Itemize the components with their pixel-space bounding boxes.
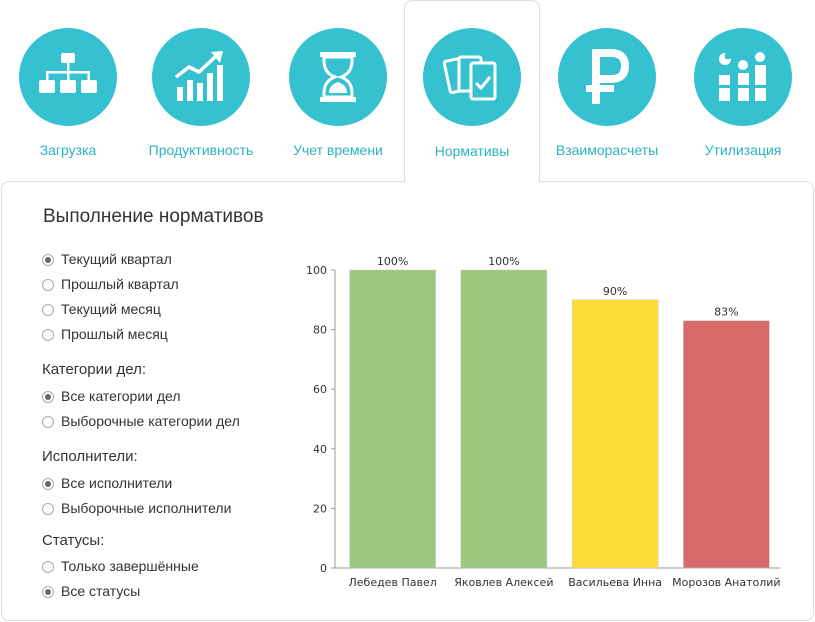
chart-svg: 0 20 40 60 80 100 100% Лебедев Павел 100% Яковлев… [306, 255, 781, 589]
tab-label: Загрузка [39, 142, 97, 158]
radio-button[interactable] [42, 329, 54, 341]
radio-current-month[interactable]: Текущий месяц [42, 301, 161, 317]
radio-button[interactable] [42, 561, 54, 573]
tab-load[interactable]: Загрузка [0, 0, 136, 180]
radio-completed-only[interactable]: Только завершённые [42, 558, 199, 574]
radio-all-categories[interactable]: Все категории дел [42, 388, 181, 404]
radio-label: Текущий месяц [61, 301, 161, 317]
x-category-label: Лебедев Павел [349, 576, 437, 589]
tab-icon-circle [19, 28, 117, 126]
y-tick-label: 100 [306, 264, 327, 277]
radio-label: Все категории дел [61, 388, 181, 404]
bar-value-label: 90% [603, 285, 627, 298]
tab-standards[interactable]: Нормативы [404, 0, 540, 182]
radio-current-quarter[interactable]: Текущий квартал [42, 251, 172, 267]
radio-previous-quarter[interactable]: Прошлый квартал [42, 276, 179, 292]
radio-button[interactable] [42, 586, 54, 598]
module-tabs: Загрузка Продуктивность У [0, 0, 815, 185]
tab-utilization[interactable]: Утилизация [675, 0, 811, 180]
standards-bar-chart: 0 20 40 60 80 100 100% Лебедев Павел 100% Яковлев… [300, 248, 800, 598]
hierarchy-icon [39, 53, 97, 93]
radio-button[interactable] [42, 416, 54, 428]
radio-label: Только завершённые [61, 558, 199, 574]
tab-productivity[interactable]: Продуктивность [133, 0, 269, 180]
ruble-icon [586, 49, 630, 104]
radio-selected-performers[interactable]: Выборочные исполнители [42, 500, 231, 516]
statuses-title: Статусы: [42, 532, 105, 549]
radio-label: Все статусы [61, 583, 141, 599]
radio-button[interactable] [42, 254, 54, 266]
radio-button[interactable] [42, 478, 54, 490]
bar-value-label: 100% [488, 255, 519, 268]
radio-label: Выборочные исполнители [61, 500, 232, 516]
growth-chart-icon [174, 51, 223, 101]
y-tick-label: 60 [313, 383, 327, 396]
radio-label: Выборочные категории дел [61, 413, 240, 429]
utilization-icon [717, 52, 768, 101]
radio-all-statuses[interactable]: Все статусы [42, 583, 140, 599]
tab-label: Взаиморасчеты [555, 142, 659, 158]
radio-label: Прошлый квартал [61, 276, 179, 292]
radio-previous-month[interactable]: Прошлый месяц [42, 326, 168, 342]
cards-check-icon [442, 55, 497, 101]
bar [349, 269, 436, 569]
radio-label: Текущий квартал [61, 251, 172, 267]
radio-selected-categories[interactable]: Выборочные категории дел [42, 413, 240, 429]
categories-title: Категории дел: [42, 361, 147, 378]
tab-icon-circle [289, 28, 387, 126]
tab-settlements[interactable]: Взаиморасчеты [539, 0, 675, 180]
radio-button[interactable] [42, 279, 54, 291]
x-category-label: Яковлев Алексей [454, 576, 553, 589]
y-tick-label: 20 [313, 502, 327, 515]
bar-value-label: 83% [714, 306, 738, 319]
y-tick-label: 40 [313, 443, 327, 456]
bar [571, 299, 659, 569]
tab-icon-circle [558, 28, 656, 126]
y-tick-label: 80 [313, 324, 327, 337]
x-category-label: Васильева Инна [568, 576, 662, 589]
radio-label: Прошлый месяц [61, 326, 168, 342]
hourglass-icon [320, 52, 356, 102]
radio-all-performers[interactable]: Все исполнители [42, 475, 172, 491]
bar [460, 269, 548, 569]
bar-value-label: 100% [377, 255, 408, 268]
radio-button[interactable] [42, 304, 54, 316]
bar [683, 320, 770, 569]
tab-icon-circle [423, 28, 521, 126]
radio-label: Все исполнители [61, 475, 173, 491]
tab-label: Нормативы [434, 143, 510, 159]
panel-title: Выполнение нормативов [43, 206, 264, 227]
tab-icon-circle [694, 28, 792, 126]
x-category-label: Морозов Анатолий [672, 576, 780, 589]
performers-title: Исполнители: [42, 448, 138, 465]
tab-icon-circle [152, 28, 250, 126]
tab-time-tracking[interactable]: Учет времени [270, 0, 406, 180]
y-tick-label: 0 [320, 562, 327, 575]
tab-label: Учет времени [293, 142, 383, 158]
tab-label: Продуктивность [148, 142, 254, 158]
radio-button[interactable] [42, 503, 54, 515]
tab-label: Утилизация [704, 142, 782, 158]
radio-button[interactable] [42, 391, 54, 403]
